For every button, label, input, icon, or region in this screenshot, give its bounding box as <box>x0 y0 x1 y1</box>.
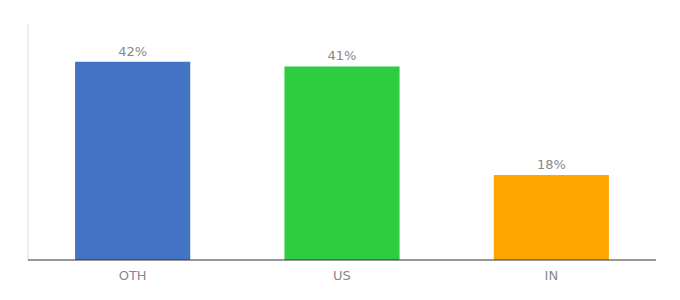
data-label: 41% <box>328 48 357 63</box>
data-label: 18% <box>537 157 566 172</box>
plot-area: 42% 41% 18% OTH US IN <box>28 24 656 283</box>
data-label: 42% <box>118 44 147 59</box>
y-axis-line <box>28 24 29 260</box>
bar <box>494 175 609 260</box>
x-tick-label: IN <box>545 268 559 283</box>
bar <box>75 62 190 260</box>
x-axis-line <box>28 259 656 260</box>
chart-container: 42% 41% 18% OTH US IN <box>0 0 680 300</box>
chart-svg: 42% 41% 18% OTH US IN <box>0 0 680 300</box>
bar <box>284 66 399 260</box>
bars <box>75 62 609 260</box>
x-tick-label: OTH <box>119 268 147 283</box>
x-tick-label: US <box>333 268 351 283</box>
